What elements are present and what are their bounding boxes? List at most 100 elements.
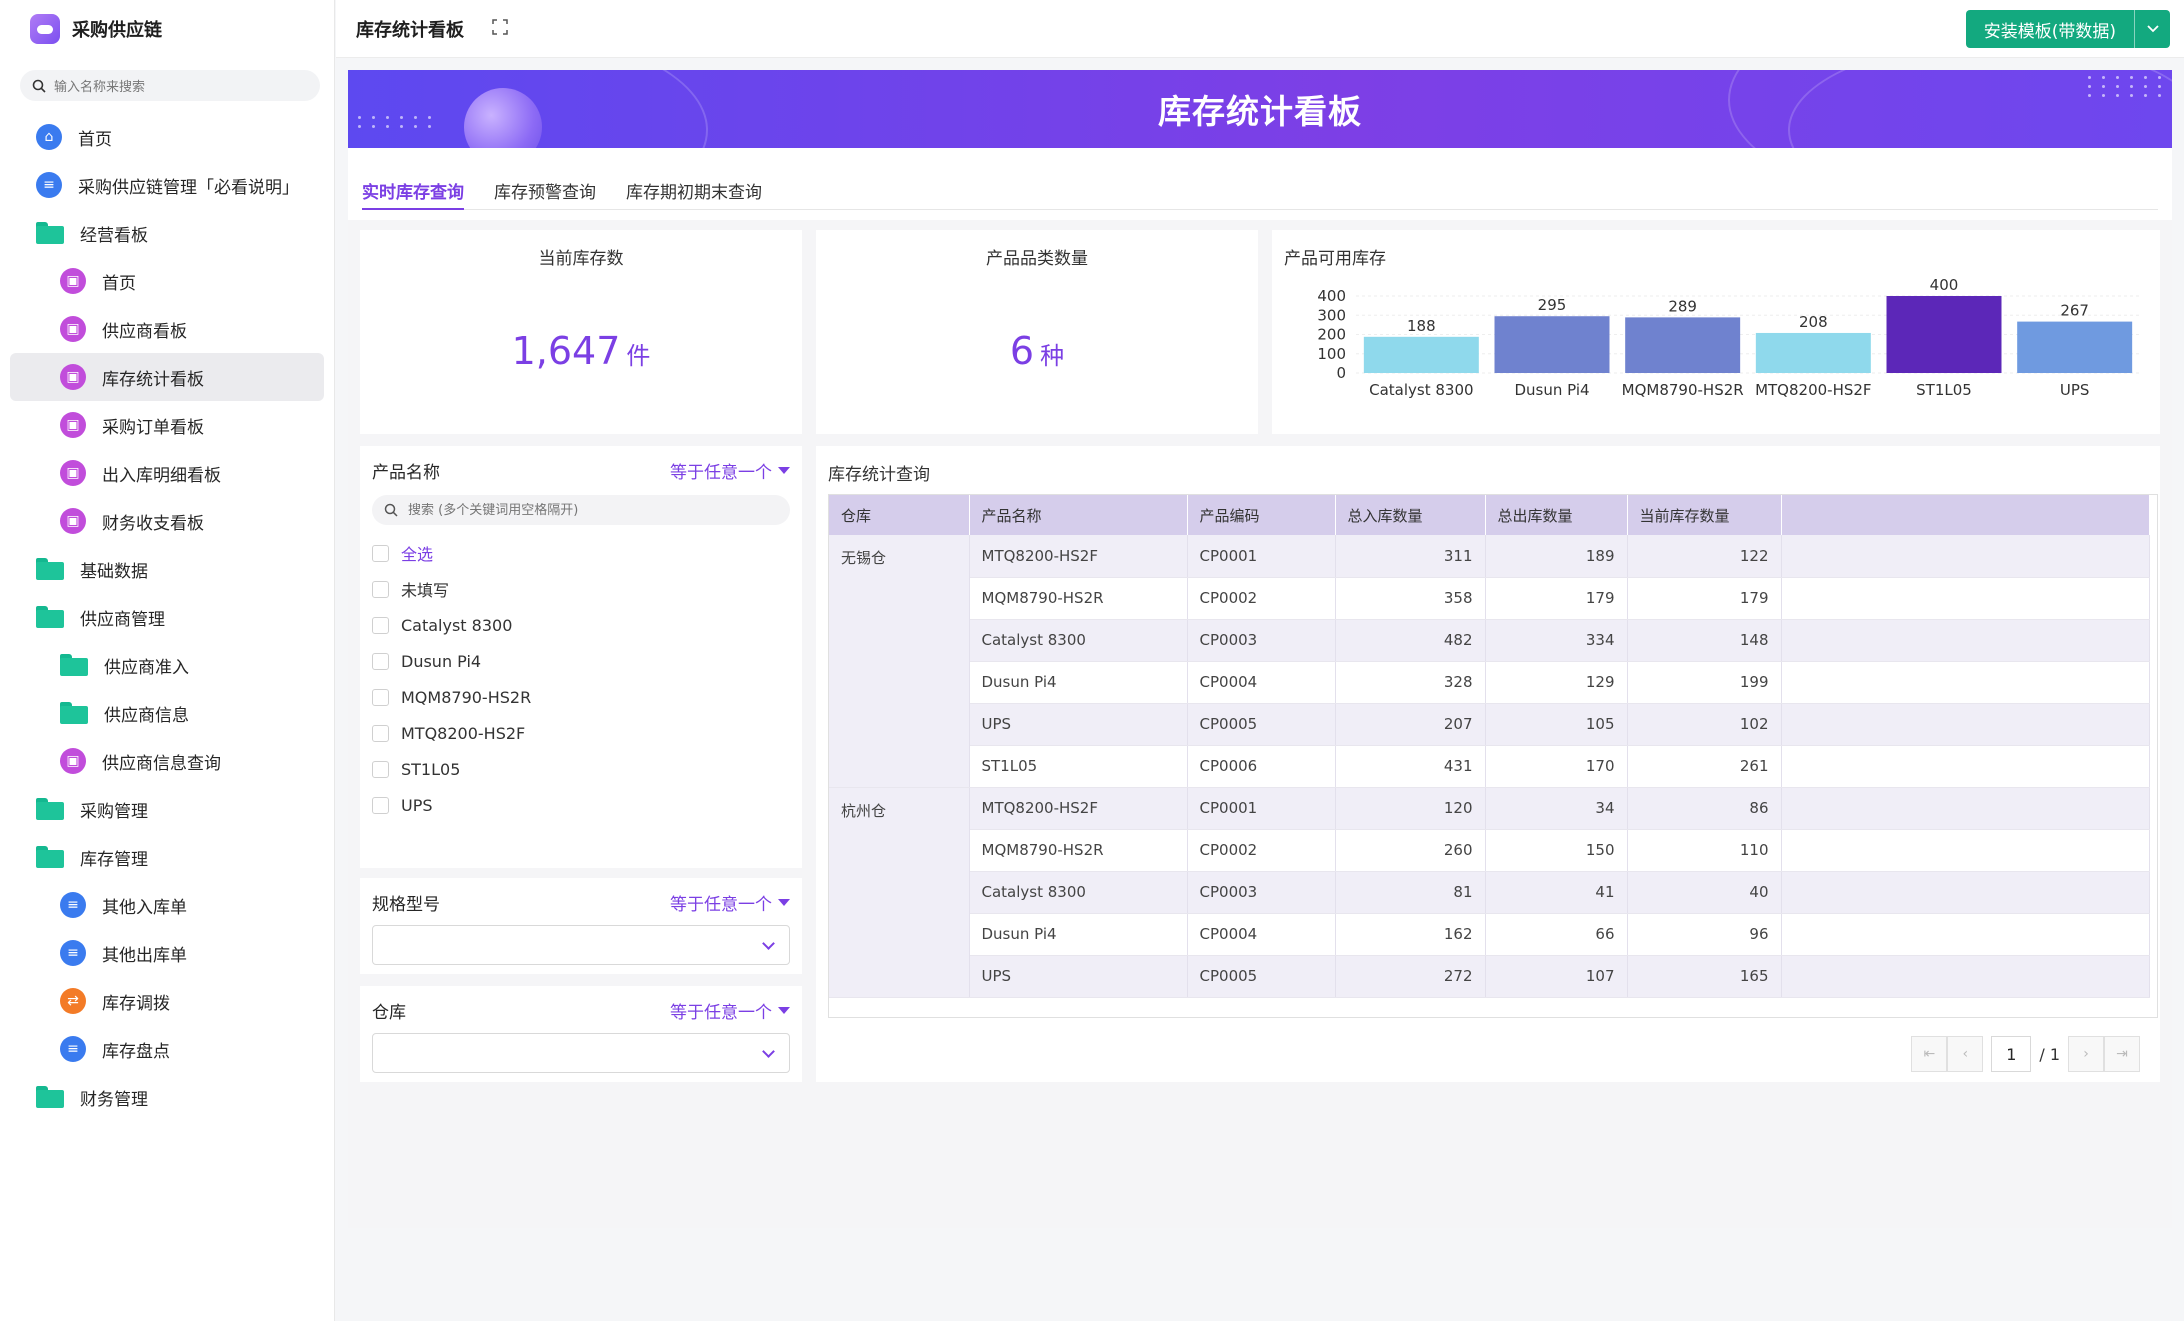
table-row[interactable]: Catalyst 8300 CP0003 482 334 148 bbox=[829, 619, 2150, 662]
sidebar-item-label: 首页 bbox=[102, 273, 136, 294]
table-cell-filler bbox=[1781, 619, 2150, 662]
sidebar-item-12[interactable]: 供应商信息 bbox=[10, 689, 324, 737]
kpi-stock-unit: 件 bbox=[626, 342, 651, 370]
sidebar-item-11[interactable]: 供应商准入 bbox=[10, 641, 324, 689]
table-cell: MQM8790-HS2R bbox=[969, 829, 1188, 872]
column-header[interactable]: 总入库数量 bbox=[1335, 495, 1486, 535]
search-icon bbox=[384, 503, 398, 517]
sidebar-item-3[interactable]: ▣ 首页 bbox=[10, 257, 324, 305]
sidebar-item-9[interactable]: 基础数据 bbox=[10, 545, 324, 593]
bar[interactable] bbox=[1363, 336, 1479, 373]
table-row[interactable]: ST1L05 CP0006 431 170 261 bbox=[829, 745, 2150, 788]
sidebar-item-19[interactable]: ≡ 库存盘点 bbox=[10, 1025, 324, 1073]
sidebar-item-5[interactable]: ▣ 库存统计看板 bbox=[10, 353, 324, 401]
next-page-button[interactable]: › bbox=[2068, 1036, 2104, 1072]
warehouse-select[interactable] bbox=[372, 1033, 790, 1073]
page-input[interactable]: 1 bbox=[1991, 1036, 2032, 1072]
product-option[interactable]: ST1L05 bbox=[372, 751, 790, 787]
product-search-input[interactable] bbox=[408, 502, 748, 518]
product-filter-operator[interactable]: 等于任意一个 bbox=[670, 458, 790, 483]
table-cell: 199 bbox=[1627, 661, 1782, 704]
bar[interactable] bbox=[2017, 321, 2133, 373]
table-cell: UPS bbox=[969, 703, 1188, 746]
prev-page-button[interactable]: ‹ bbox=[1947, 1036, 1984, 1072]
table-row[interactable]: Dusun Pi4 CP0004 162 66 96 bbox=[829, 913, 2150, 956]
sidebar-item-15[interactable]: 库存管理 bbox=[10, 833, 324, 881]
table-row[interactable]: Catalyst 8300 CP0003 81 41 40 bbox=[829, 871, 2150, 914]
checkbox[interactable] bbox=[372, 724, 389, 742]
checkbox[interactable] bbox=[372, 760, 389, 778]
product-option[interactable]: UPS bbox=[372, 787, 790, 823]
caret-down-icon bbox=[778, 899, 790, 906]
sidebar-item-7[interactable]: ▣ 出入库明细看板 bbox=[10, 449, 324, 497]
product-option[interactable]: Dusun Pi4 bbox=[372, 643, 790, 679]
table-row[interactable]: 无锡仓 MTQ8200-HS2F CP0001 311 189 122 bbox=[829, 535, 2150, 788]
checkbox[interactable] bbox=[372, 616, 389, 634]
bar[interactable] bbox=[1886, 296, 2002, 373]
sidebar-item-6[interactable]: ▣ 采购订单看板 bbox=[10, 401, 324, 449]
last-page-button[interactable]: ⇥ bbox=[2104, 1036, 2140, 1072]
warehouse-filter-operator[interactable]: 等于任意一个 bbox=[670, 998, 790, 1023]
sidebar-item-17[interactable]: ≡ 其他出库单 bbox=[10, 929, 324, 977]
sidebar-search[interactable]: 输入名称来搜索 bbox=[20, 70, 320, 101]
stock-table: 仓库 产品名称 产品编码 总入库数量 总出库数量 当前库存数量 无锡仓 MTQ8200-HS… bbox=[829, 495, 2150, 998]
product-option[interactable]: 未填写 bbox=[372, 571, 790, 607]
column-header[interactable]: 仓库 bbox=[829, 495, 970, 535]
tab-stock-warning[interactable]: 库存预警查询 bbox=[494, 183, 596, 203]
table-cell: 122 bbox=[1627, 535, 1782, 578]
product-search[interactable] bbox=[372, 495, 790, 525]
document-icon: ≡ bbox=[36, 172, 62, 198]
first-page-button[interactable]: ⇤ bbox=[1911, 1036, 1948, 1072]
sidebar-item-0[interactable]: ⌂ 首页 bbox=[10, 113, 324, 161]
table-row[interactable]: UPS CP0005 207 105 102 bbox=[829, 703, 2150, 746]
sidebar-item-1[interactable]: ≡ 采购供应链管理「必看说明」 bbox=[10, 161, 324, 209]
column-header[interactable]: 产品编码 bbox=[1187, 495, 1336, 535]
product-option[interactable]: 全选 bbox=[372, 535, 790, 571]
sidebar-item-14[interactable]: 采购管理 bbox=[10, 785, 324, 833]
table-cell: MTQ8200-HS2F bbox=[969, 535, 1188, 578]
table-cell: 96 bbox=[1627, 913, 1782, 956]
column-header[interactable]: 产品名称 bbox=[969, 495, 1188, 535]
fullscreen-icon[interactable] bbox=[492, 18, 508, 39]
table-cell-filler bbox=[1781, 955, 2150, 998]
bar[interactable] bbox=[1755, 332, 1871, 373]
table-row[interactable]: 杭州仓 MTQ8200-HS2F CP0001 120 34 86 bbox=[829, 787, 2150, 998]
sidebar-item-8[interactable]: ▣ 财务收支看板 bbox=[10, 497, 324, 545]
sidebar-item-16[interactable]: ≡ 其他入库单 bbox=[10, 881, 324, 929]
product-option[interactable]: MTQ8200-HS2F bbox=[372, 715, 790, 751]
stock-table-scroll[interactable]: 仓库 产品名称 产品编码 总入库数量 总出库数量 当前库存数量 无锡仓 MTQ8200-HS… bbox=[829, 495, 2157, 1015]
sidebar-item-10[interactable]: 供应商管理 bbox=[10, 593, 324, 641]
checkbox[interactable] bbox=[372, 652, 389, 670]
table-cell: CP0001 bbox=[1187, 787, 1336, 830]
checkbox[interactable] bbox=[372, 580, 389, 598]
table-row[interactable]: UPS CP0005 272 107 165 bbox=[829, 955, 2150, 998]
tab-realtime-stock[interactable]: 实时库存查询 bbox=[362, 170, 464, 210]
sidebar-item-13[interactable]: ▣ 供应商信息查询 bbox=[10, 737, 324, 785]
spec-filter-operator[interactable]: 等于任意一个 bbox=[670, 890, 790, 915]
bar[interactable] bbox=[1494, 316, 1610, 373]
checkbox[interactable] bbox=[372, 544, 389, 562]
sidebar-item-label: 库存调拨 bbox=[102, 993, 170, 1014]
sidebar-item-4[interactable]: ▣ 供应商看板 bbox=[10, 305, 324, 353]
checkbox[interactable] bbox=[372, 796, 389, 814]
spec-select[interactable] bbox=[372, 925, 790, 965]
sidebar-item-2[interactable]: 经营看板 bbox=[10, 209, 324, 257]
sidebar-item-20[interactable]: 财务管理 bbox=[10, 1073, 324, 1121]
product-option[interactable]: Catalyst 8300 bbox=[372, 607, 790, 643]
table-cell: 148 bbox=[1627, 619, 1782, 662]
column-header[interactable]: 总出库数量 bbox=[1485, 495, 1628, 535]
table-row[interactable]: Dusun Pi4 CP0004 328 129 199 bbox=[829, 661, 2150, 704]
table-row[interactable]: MQM8790-HS2R CP0002 260 150 110 bbox=[829, 829, 2150, 872]
column-header[interactable]: 当前库存数量 bbox=[1627, 495, 1782, 535]
install-template-button[interactable]: 安装模板(带数据) bbox=[1965, 10, 2170, 48]
table-cell: 41 bbox=[1485, 871, 1628, 914]
sidebar-item-18[interactable]: ⇄ 库存调拨 bbox=[10, 977, 324, 1025]
checkbox[interactable] bbox=[372, 688, 389, 706]
bar[interactable] bbox=[1625, 317, 1741, 373]
product-option-label: UPS bbox=[401, 795, 433, 815]
tab-period-stock[interactable]: 库存期初期末查询 bbox=[626, 183, 762, 203]
table-row[interactable]: MQM8790-HS2R CP0002 358 179 179 bbox=[829, 577, 2150, 620]
product-option[interactable]: MQM8790-HS2R bbox=[372, 679, 790, 715]
product-option-label: MTQ8200-HS2F bbox=[401, 723, 526, 743]
chevron-down-icon[interactable] bbox=[2134, 10, 2170, 48]
